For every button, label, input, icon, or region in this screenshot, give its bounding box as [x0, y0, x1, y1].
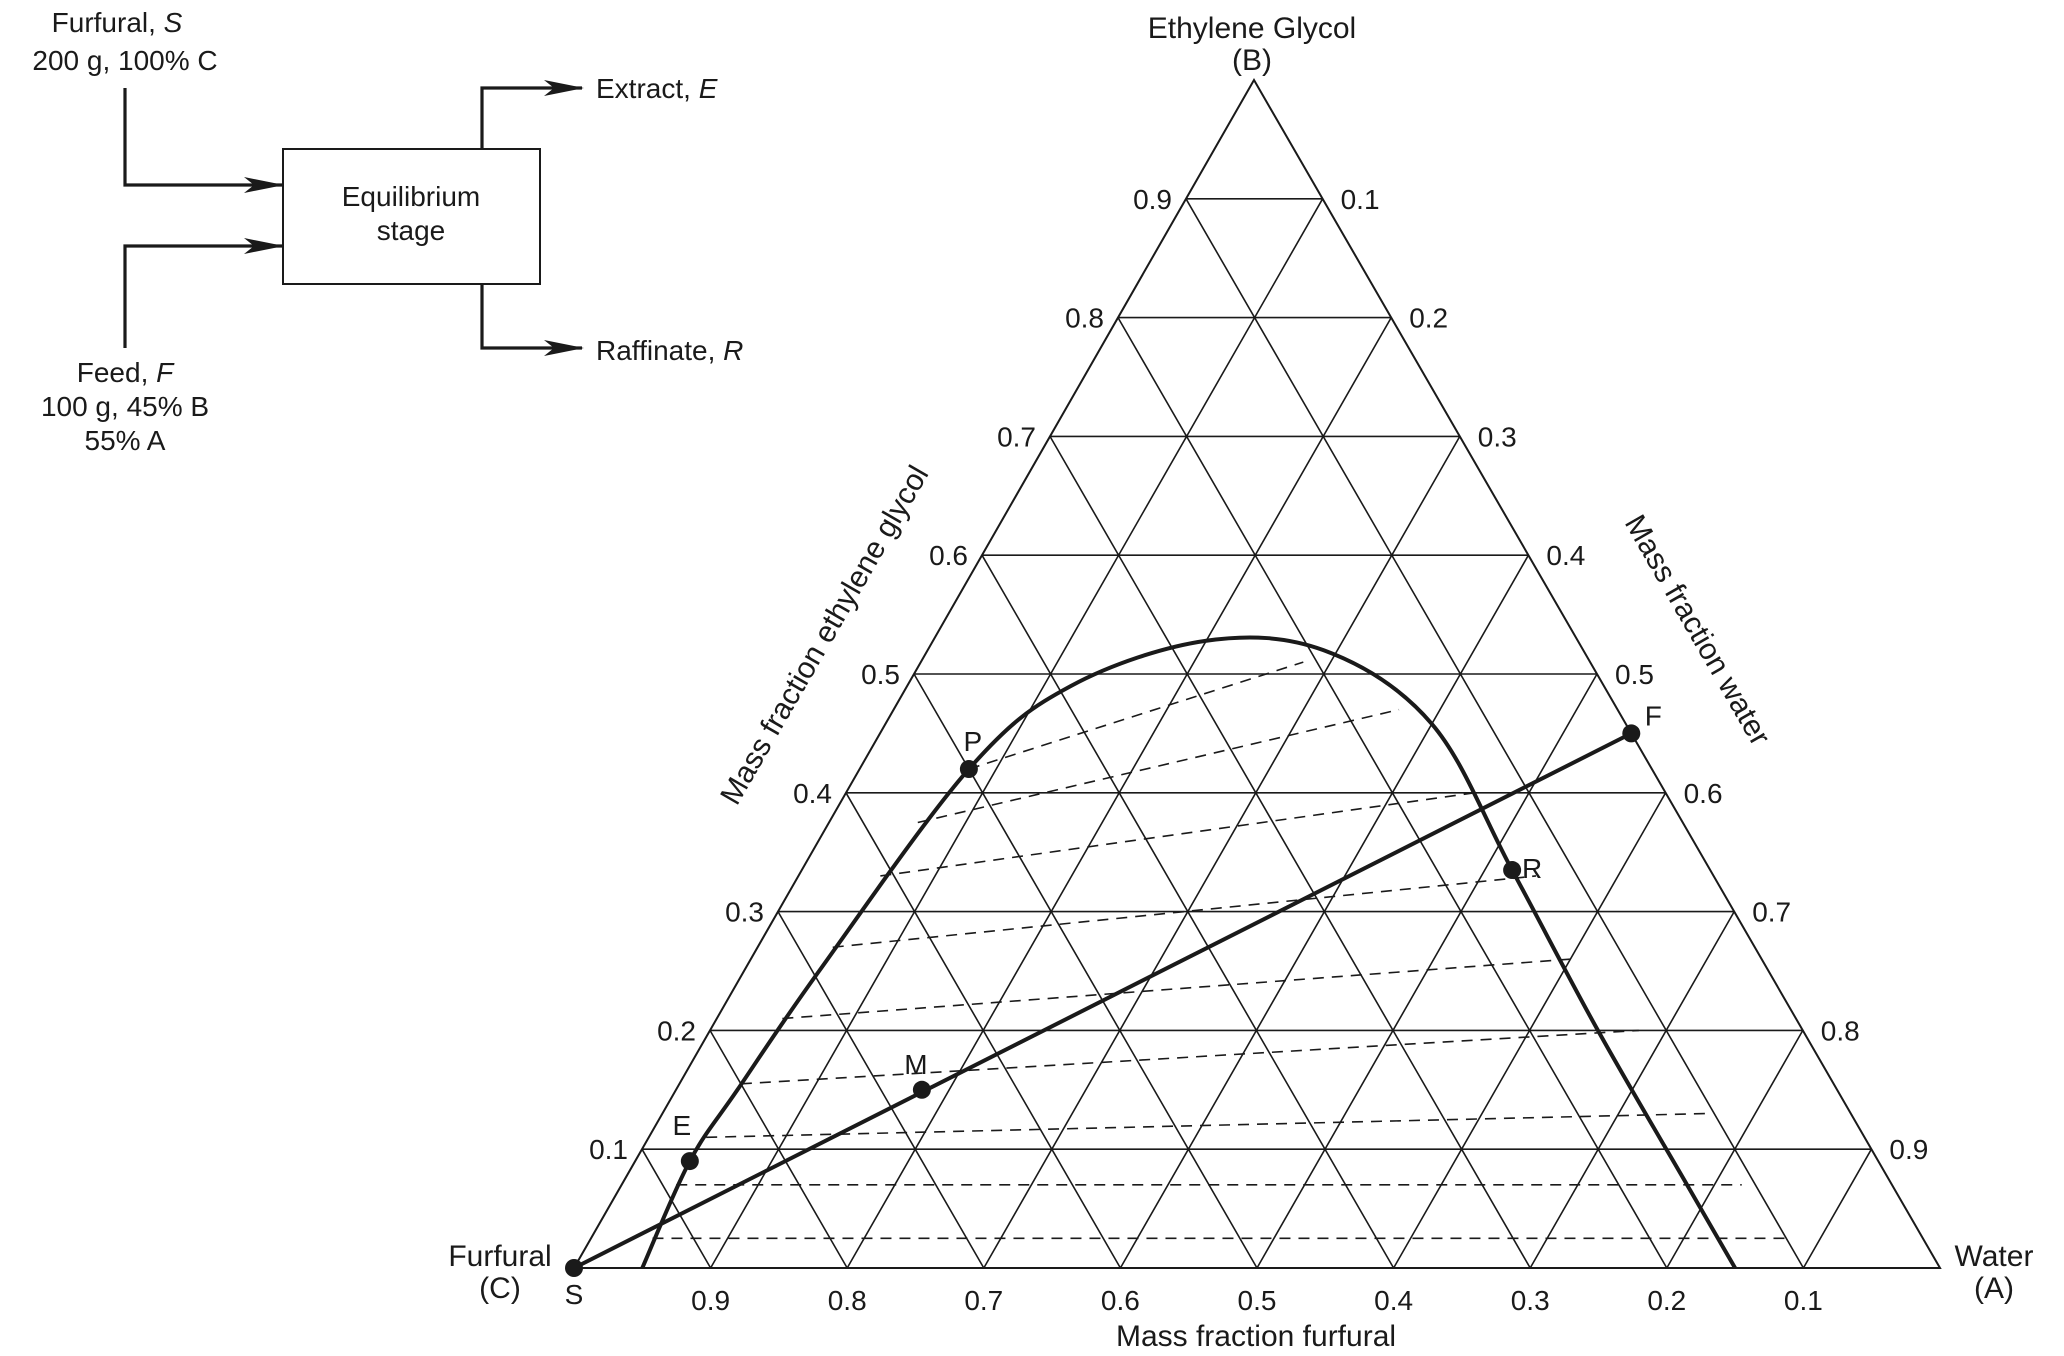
feed-stream-arrow [123, 238, 284, 348]
grid-line-water [709, 198, 1324, 1269]
grid-line-water [1666, 1030, 1804, 1269]
operating-line [573, 731, 1633, 1270]
apex-left-label: Furfural [448, 1240, 551, 1273]
solvent-label: Furfural, S [52, 7, 183, 38]
left-tick-label: 0.7 [997, 421, 1036, 452]
apex-right-label: Water [1955, 1240, 2034, 1273]
composition-points: S E M P R F [565, 700, 1662, 1310]
extract-stream-arrow [480, 80, 584, 149]
point-f-marker [1622, 724, 1641, 743]
bottom-tick-label: 0.3 [1511, 1285, 1550, 1316]
right-tick-label: 0.4 [1546, 540, 1585, 571]
bottom-tick-label: 0.6 [1101, 1285, 1140, 1316]
grid-line-water [1802, 1148, 1873, 1269]
flow-diagram: Furfural, S 200 g, 100% C Equilibrium st… [32, 7, 743, 456]
tie-line [782, 958, 1571, 1020]
feed-detail-2: 55% A [85, 425, 166, 456]
bottom-tick-label: 0.9 [691, 1285, 730, 1316]
right-tick-label: 0.6 [1684, 778, 1723, 809]
solvent-detail: 200 g, 100% C [32, 45, 217, 76]
binodal-curve [640, 635, 1737, 1269]
bottom-tick-label: 0.7 [964, 1285, 1003, 1316]
bottom-tick-label: 0.5 [1238, 1285, 1277, 1316]
right-tick-label: 0.8 [1821, 1015, 1860, 1046]
tie-lines [652, 661, 1787, 1240]
tie-line [706, 1112, 1707, 1139]
ternary-ticks: 0.1 0.2 0.3 0.4 0.5 0.6 0.7 0.8 0.9 0.1 0.2 0.3 0.4 0… [589, 184, 1928, 1316]
point-p-marker [959, 760, 978, 779]
stage-label-line2: stage [377, 215, 446, 246]
tie-line [880, 792, 1475, 877]
point-s-marker [565, 1259, 583, 1277]
right-tick-label: 0.7 [1752, 897, 1791, 928]
point-m-marker [912, 1080, 931, 1099]
solvent-stream-arrow [123, 88, 284, 193]
tie-line [968, 661, 1304, 770]
grid-line-furfural [1185, 198, 1805, 1269]
apex-left-sub: (C) [479, 1272, 521, 1305]
point-e-label: E [672, 1110, 691, 1141]
equilibrium-stage-box [282, 148, 541, 285]
left-tick-label: 0.2 [657, 1015, 696, 1046]
left-tick-label: 0.8 [1065, 303, 1104, 334]
tie-line [832, 875, 1537, 949]
raffinate-stream-arrow [480, 284, 584, 356]
apex-top-sub: (B) [1232, 44, 1272, 77]
point-m-label: M [904, 1049, 927, 1080]
bottom-tick-label: 0.8 [828, 1285, 867, 1316]
ternary-diagram: S E M P R F 0.1 0.2 0.3 0.4 0.5 0.6 0.7 0.8 0.9 0.1 0.2… [448, 12, 2033, 1353]
bottom-tick-label: 0.2 [1647, 1285, 1686, 1316]
tie-line [917, 708, 1400, 824]
right-tick-label: 0.3 [1478, 421, 1517, 452]
right-axis-title: Mass fraction water [1618, 509, 1777, 751]
point-r-label: R [1522, 853, 1542, 884]
raffinate-label: Raffinate, R [596, 335, 743, 366]
left-tick-label: 0.1 [589, 1134, 628, 1165]
point-s-label: S [565, 1279, 584, 1310]
ternary-grid [641, 198, 1873, 1269]
grid-line-furfural [641, 1148, 712, 1269]
bottom-tick-label: 0.4 [1374, 1285, 1413, 1316]
tie-line [740, 1029, 1639, 1085]
point-p-label: P [964, 726, 983, 757]
grid-line-water [1392, 792, 1667, 1269]
stage-label-line1: Equilibrium [342, 181, 481, 212]
left-axis-title: Mass fraction ethylene glycol [714, 460, 935, 810]
ternary-triangle [572, 77, 1942, 1269]
extract-label: Extract, E [596, 73, 718, 104]
point-f-label: F [1645, 700, 1662, 731]
left-tick-label: 0.6 [929, 540, 968, 571]
left-tick-label: 0.9 [1133, 184, 1172, 215]
apex-top-label: Ethylene Glycol [1148, 12, 1356, 45]
point-r-marker [1503, 861, 1522, 880]
grid-line-furfural [1049, 435, 1531, 1269]
grid-line-furfural [777, 911, 985, 1269]
left-tick-label: 0.4 [793, 778, 832, 809]
right-tick-label: 0.5 [1615, 659, 1654, 690]
bottom-axis-title: Mass fraction furfural [1116, 1320, 1396, 1353]
left-tick-label: 0.5 [861, 659, 900, 690]
feed-detail-1: 100 g, 45% B [41, 391, 209, 422]
right-tick-label: 0.2 [1409, 303, 1448, 334]
left-tick-label: 0.3 [725, 897, 764, 928]
grid-line-furfural [709, 1029, 848, 1269]
right-tick-label: 0.9 [1889, 1134, 1928, 1165]
bottom-tick-label: 0.1 [1784, 1285, 1823, 1316]
apex-right-sub: (A) [1974, 1272, 2014, 1305]
point-e-marker [680, 1152, 699, 1171]
grid-line-water [1256, 673, 1598, 1269]
feed-label: Feed, F [77, 357, 175, 388]
grid-line-water [983, 436, 1461, 1269]
right-tick-label: 0.1 [1341, 184, 1380, 215]
